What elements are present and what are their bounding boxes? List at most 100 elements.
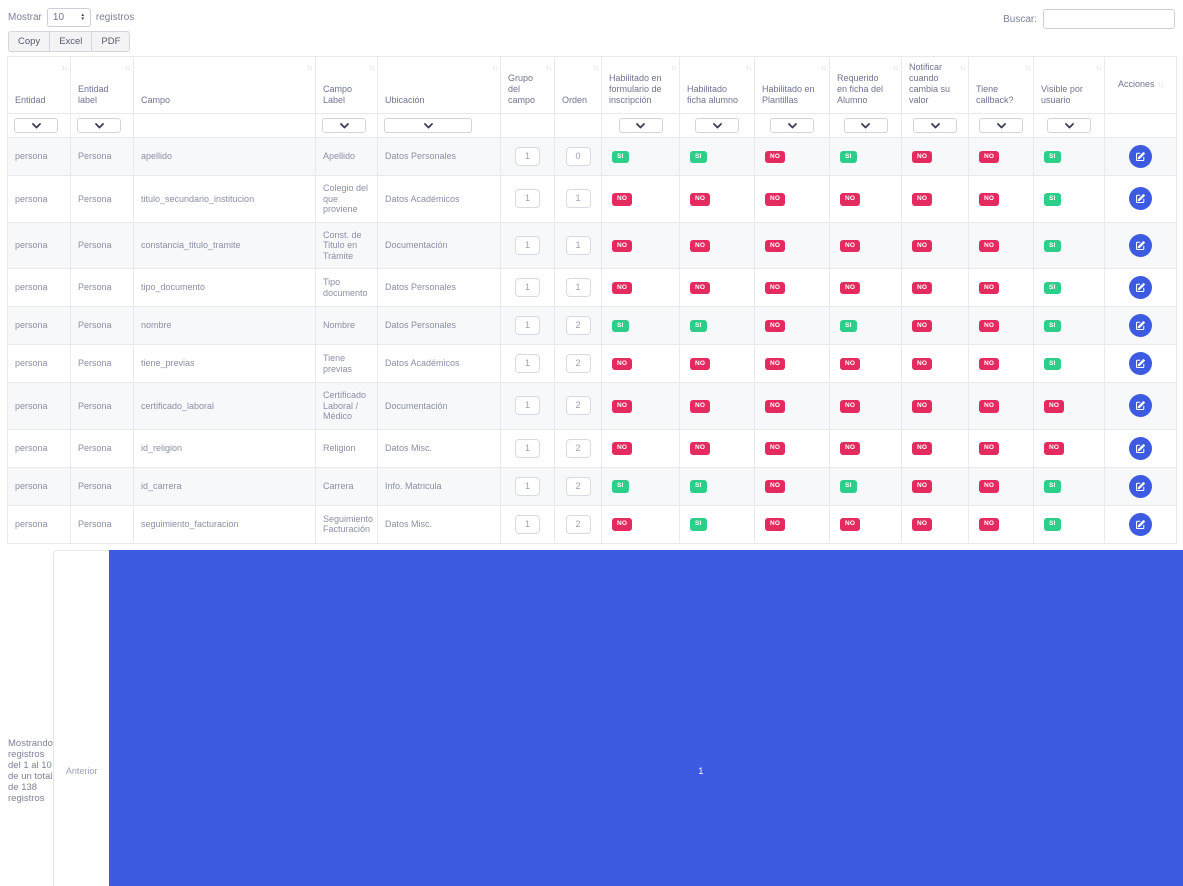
orden-input[interactable]: 2: [566, 477, 591, 496]
grupo_del_campo-input[interactable]: 1: [515, 396, 540, 415]
cell-notificar_cambio: NO: [902, 222, 969, 269]
column-header-entidad[interactable]: Entidad↑↓: [8, 57, 71, 114]
column-header-campo[interactable]: Campo↑↓: [134, 57, 316, 114]
edit-button[interactable]: [1129, 437, 1152, 460]
page-length-select[interactable]: 10 ▲▼: [47, 8, 91, 27]
column-header-orden[interactable]: Orden↑↓: [555, 57, 602, 114]
filter-select-requerido_ficha[interactable]: [844, 118, 888, 133]
cell-entidad_label: Persona: [71, 176, 134, 223]
status-badge: SI: [690, 518, 707, 531]
cell-grupo_del_campo: 1: [501, 138, 555, 176]
excel-button[interactable]: Excel: [49, 31, 92, 52]
filter-select-habilitado_ficha[interactable]: [695, 118, 739, 133]
edit-button[interactable]: [1129, 513, 1152, 536]
sort-arrows-icon: ↑↓: [1096, 62, 1102, 73]
column-header-grupo_del_campo[interactable]: Grupo del campo↑↓: [501, 57, 555, 114]
orden-input[interactable]: 0: [566, 147, 591, 166]
grupo_del_campo-input[interactable]: 1: [515, 236, 540, 255]
column-header-notificar_cambio[interactable]: Notificar cuando cambia su valor↑↓: [902, 57, 969, 114]
edit-button[interactable]: [1129, 276, 1152, 299]
orden-input[interactable]: 1: [566, 189, 591, 208]
column-header-habilitado_ficha[interactable]: Habilitado ficha alumno↑↓: [680, 57, 755, 114]
sort-arrows-icon: ↑↓: [1158, 80, 1164, 89]
column-header-entidad_label[interactable]: Entidad label↑↓: [71, 57, 134, 114]
column-header-acciones[interactable]: Acciones↑↓: [1105, 57, 1177, 114]
edit-button[interactable]: [1129, 145, 1152, 168]
cell-grupo_del_campo: 1: [501, 505, 555, 543]
pagination-page-1[interactable]: 1: [109, 550, 1183, 886]
copy-button[interactable]: Copy: [8, 31, 50, 52]
status-badge: NO: [979, 400, 999, 413]
orden-input[interactable]: 2: [566, 316, 591, 335]
grupo_del_campo-input[interactable]: 1: [515, 515, 540, 534]
grupo_del_campo-input[interactable]: 1: [515, 439, 540, 458]
grupo_del_campo-input[interactable]: 1: [515, 189, 540, 208]
orden-input[interactable]: 2: [566, 439, 591, 458]
chevron-down-icon: [931, 123, 940, 129]
orden-input[interactable]: 1: [566, 278, 591, 297]
column-header-tiene_callback[interactable]: Tiene callback?↑↓: [969, 57, 1034, 114]
orden-input[interactable]: 2: [566, 396, 591, 415]
column-header-habilitado_plantillas[interactable]: Habilitado en Plantillas↑↓: [755, 57, 830, 114]
filter-cell-entidad: [8, 114, 71, 138]
edit-icon: [1135, 519, 1146, 530]
status-badge: SI: [840, 320, 857, 333]
cell-grupo_del_campo: 1: [501, 269, 555, 307]
grupo_del_campo-input[interactable]: 1: [515, 316, 540, 335]
filter-select-notificar_cambio[interactable]: [913, 118, 957, 133]
orden-input[interactable]: 1: [566, 236, 591, 255]
cell-habilitado_plantillas: NO: [755, 307, 830, 345]
filter-select-habilitado_plantillas[interactable]: [770, 118, 814, 133]
cell-habilitado_ficha: SI: [680, 505, 755, 543]
filter-select-ubicacion[interactable]: [384, 118, 472, 133]
sort-arrows-icon: ↑↓: [369, 62, 375, 73]
column-header-label: Habilitado ficha alumno: [687, 84, 738, 105]
cell-tiene_callback: NO: [969, 269, 1034, 307]
chevron-down-icon: [95, 123, 104, 129]
cell-requerido_ficha: NO: [830, 269, 902, 307]
column-header-campo_label[interactable]: Campo Label↑↓: [316, 57, 378, 114]
grupo_del_campo-input[interactable]: 1: [515, 477, 540, 496]
grupo_del_campo-input[interactable]: 1: [515, 354, 540, 373]
pagination: Anterior12345…14Siguiente: [53, 550, 1183, 886]
edit-button[interactable]: [1129, 234, 1152, 257]
edit-button[interactable]: [1129, 314, 1152, 337]
filter-cell-requerido_ficha: [830, 114, 902, 138]
column-header-habilitado_inscripcion[interactable]: Habilitado en formulario de inscripción↑…: [602, 57, 680, 114]
edit-button[interactable]: [1129, 352, 1152, 375]
orden-input[interactable]: 2: [566, 354, 591, 373]
grupo_del_campo-input[interactable]: 1: [515, 147, 540, 166]
pdf-button[interactable]: PDF: [91, 31, 130, 52]
edit-button[interactable]: [1129, 187, 1152, 210]
search-input[interactable]: [1043, 9, 1175, 29]
filter-select-campo_label[interactable]: [322, 118, 366, 133]
cell-entidad: persona: [8, 467, 71, 505]
cell-campo: tiene_previas: [134, 345, 316, 383]
column-header-visible_usuario[interactable]: Visible por usuario↑↓: [1034, 57, 1105, 114]
edit-icon: [1135, 358, 1146, 369]
column-header-requerido_ficha[interactable]: Requerido en ficha del Alumno↑↓: [830, 57, 902, 114]
filter-select-tiene_callback[interactable]: [979, 118, 1023, 133]
cell-ubicacion: Datos Personales: [378, 307, 501, 345]
grupo_del_campo-input[interactable]: 1: [515, 278, 540, 297]
filter-select-entidad_label[interactable]: [77, 118, 121, 133]
cell-campo_label: Seguimiento Facturación: [316, 505, 378, 543]
status-badge: NO: [612, 358, 632, 371]
cell-habilitado_inscripcion: NO: [602, 383, 680, 430]
cell-notificar_cambio: NO: [902, 505, 969, 543]
column-header-ubicacion[interactable]: Ubicación↑↓: [378, 57, 501, 114]
status-badge: SI: [840, 151, 857, 164]
status-badge: NO: [979, 282, 999, 295]
cell-campo: seguimiento_facturacion: [134, 505, 316, 543]
length-label-prefix: Mostrar: [8, 12, 42, 23]
pagination-prev[interactable]: Anterior: [53, 550, 111, 886]
filter-select-entidad[interactable]: [14, 118, 58, 133]
edit-button[interactable]: [1129, 475, 1152, 498]
orden-input[interactable]: 2: [566, 515, 591, 534]
sort-arrows-icon: ↑↓: [546, 62, 552, 73]
filter-select-visible_usuario[interactable]: [1047, 118, 1091, 133]
edit-button[interactable]: [1129, 394, 1152, 417]
filter-select-habilitado_inscripcion[interactable]: [619, 118, 663, 133]
